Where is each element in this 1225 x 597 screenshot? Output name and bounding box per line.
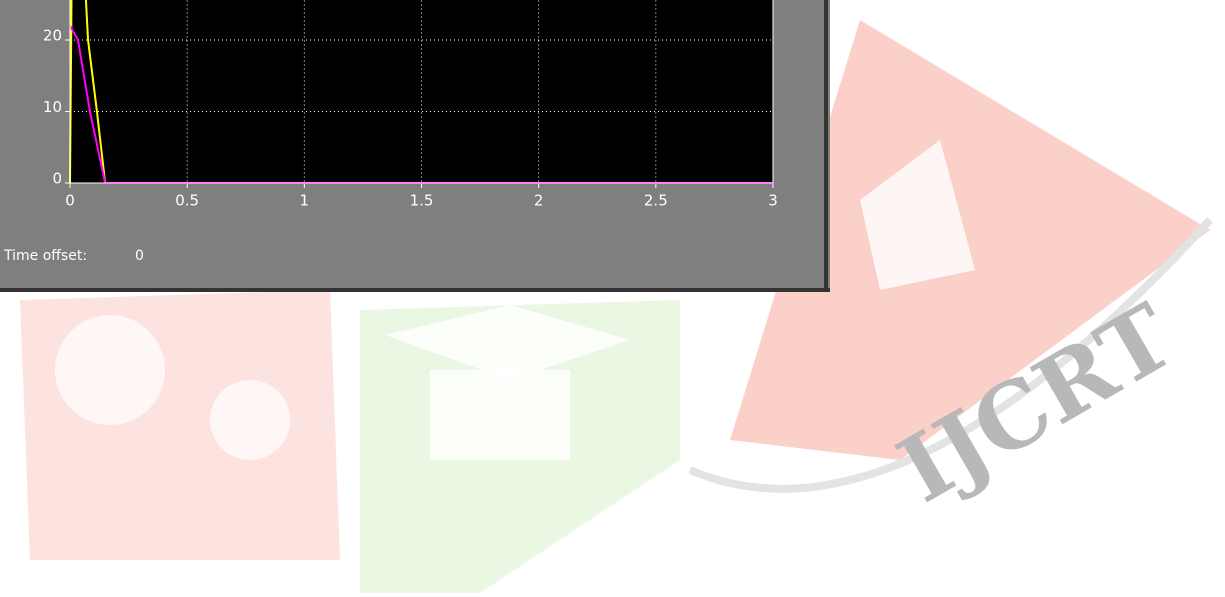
x-tick-label: 2: [534, 192, 544, 210]
x-tick-label: 1.5: [410, 192, 434, 210]
plot-area: [70, 0, 773, 183]
x-tick-label: 1: [300, 192, 310, 210]
status-value: 0: [135, 248, 144, 264]
y-tick-label: 20: [43, 27, 62, 45]
y-tick-label: 10: [43, 98, 62, 116]
x-tick-label: 0.5: [175, 192, 199, 210]
x-tick-label: 2.5: [644, 192, 668, 210]
x-tick-label: 3: [768, 192, 778, 210]
status-label: Time offset:: [3, 248, 87, 264]
y-tick-label: 0: [52, 170, 62, 188]
gear-icon: [210, 380, 290, 460]
bg-shape: [20, 290, 340, 560]
x-tick-label: 0: [65, 192, 75, 210]
cap-icon: [430, 370, 570, 460]
gear-icon: [55, 315, 165, 425]
page: IJCRT 00.511.522.5301020 Time offset: 0 …: [0, 0, 1225, 593]
screenshot: IJCRT 00.511.522.5301020 Time offset: 0: [0, 0, 1225, 593]
